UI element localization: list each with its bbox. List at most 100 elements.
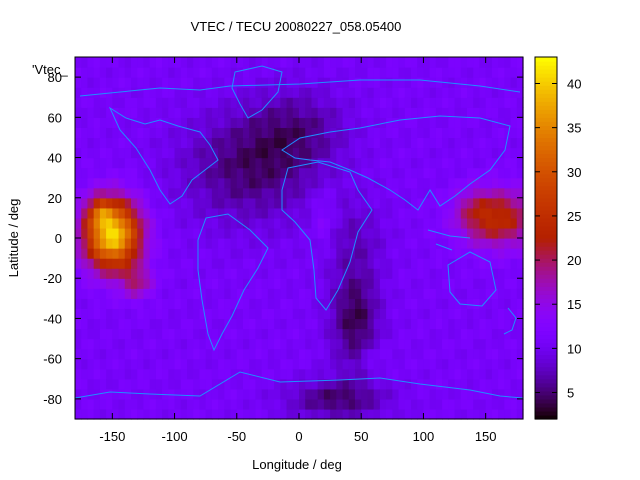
heatmap-cell bbox=[367, 238, 375, 249]
heatmap-cell bbox=[149, 57, 157, 68]
heatmap-cell bbox=[261, 177, 269, 189]
heatmap-cell bbox=[236, 157, 244, 169]
heatmap-cell bbox=[473, 278, 481, 289]
heatmap-cell bbox=[168, 278, 176, 289]
heatmap-cell bbox=[205, 207, 213, 219]
heatmap-cell bbox=[187, 308, 194, 320]
heatmap-cell bbox=[398, 207, 406, 219]
heatmap-cell bbox=[274, 227, 281, 239]
heatmap-cell bbox=[112, 358, 120, 370]
heatmap-cell bbox=[236, 137, 244, 149]
colorbar-segment bbox=[535, 97, 557, 102]
heatmap-cell bbox=[323, 298, 331, 309]
heatmap-cell bbox=[93, 348, 101, 360]
heatmap-cell bbox=[317, 217, 325, 229]
heatmap-cell bbox=[112, 187, 120, 199]
heatmap-cell bbox=[311, 358, 319, 370]
heatmap-cell bbox=[255, 207, 263, 219]
heatmap-cell bbox=[479, 248, 487, 259]
heatmap-cell bbox=[199, 207, 207, 219]
heatmap-cell bbox=[131, 248, 138, 259]
heatmap-cell bbox=[342, 147, 350, 159]
heatmap-cell bbox=[510, 227, 518, 239]
heatmap-cell bbox=[411, 398, 418, 410]
heatmap-cell bbox=[106, 157, 113, 169]
heatmap-cell bbox=[336, 398, 344, 410]
heatmap-cell bbox=[99, 358, 107, 370]
heatmap-cell bbox=[218, 187, 225, 199]
heatmap-cell bbox=[162, 328, 169, 340]
heatmap-cell bbox=[330, 388, 337, 400]
x-axis: -150 -100 -50 0 50 100 150 bbox=[99, 57, 497, 444]
heatmap-cell bbox=[392, 127, 400, 139]
colorbar-segment bbox=[535, 270, 557, 275]
heatmap-cell bbox=[361, 87, 369, 98]
heatmap-cell bbox=[137, 67, 145, 78]
heatmap-cell bbox=[423, 398, 431, 410]
heatmap-cell bbox=[448, 217, 456, 229]
heatmap-cell bbox=[274, 217, 281, 229]
heatmap-cell bbox=[330, 348, 337, 360]
heatmap-cell bbox=[292, 227, 300, 239]
heatmap-cell bbox=[155, 207, 163, 219]
heatmap-cell bbox=[392, 77, 400, 88]
heatmap-cell bbox=[218, 388, 225, 400]
heatmap-cell bbox=[516, 57, 524, 68]
heatmap-cell bbox=[311, 268, 319, 279]
colorbar-segment bbox=[535, 81, 557, 86]
heatmap-cell bbox=[112, 328, 120, 340]
heatmap-cell bbox=[467, 177, 474, 189]
heatmap-cell bbox=[187, 348, 194, 360]
y-tick-label: -20 bbox=[43, 271, 62, 286]
colorbar-segment bbox=[535, 221, 557, 227]
heatmap-cell bbox=[348, 117, 356, 128]
heatmap-cell bbox=[355, 388, 362, 400]
heatmap-cell bbox=[112, 207, 120, 219]
heatmap-cell bbox=[199, 77, 207, 88]
heatmap-cell bbox=[423, 97, 431, 108]
heatmap-cell bbox=[118, 217, 126, 229]
heatmap-cell bbox=[180, 408, 188, 420]
heatmap-cell bbox=[274, 278, 281, 289]
heatmap-cell bbox=[336, 298, 344, 309]
heatmap-cell bbox=[211, 358, 219, 370]
heatmap-cell bbox=[404, 318, 412, 330]
heatmap-cell bbox=[87, 217, 95, 229]
heatmap-cell bbox=[411, 127, 418, 139]
heatmap-cell bbox=[187, 238, 194, 249]
heatmap-cell bbox=[155, 308, 163, 320]
heatmap-cell bbox=[342, 378, 350, 390]
heatmap-cell bbox=[460, 117, 468, 128]
heatmap-cell bbox=[516, 388, 524, 400]
heatmap-cell bbox=[174, 217, 182, 229]
key-label: 'Vtec_ bbox=[32, 62, 68, 77]
heatmap-cell bbox=[106, 107, 113, 118]
heatmap-cell bbox=[193, 77, 201, 88]
heatmap-cell bbox=[205, 238, 213, 249]
heatmap-cell bbox=[386, 217, 393, 229]
heatmap-cell bbox=[435, 338, 443, 350]
heatmap-cell bbox=[498, 338, 505, 350]
heatmap-cell bbox=[348, 107, 356, 118]
heatmap-cell bbox=[504, 167, 512, 179]
heatmap-cell bbox=[398, 318, 406, 330]
heatmap-cell bbox=[124, 207, 132, 219]
heatmap-cell bbox=[243, 298, 250, 309]
heatmap-cell bbox=[243, 197, 250, 209]
heatmap-cell bbox=[330, 147, 337, 159]
heatmap-cell bbox=[292, 288, 300, 299]
heatmap-cell bbox=[361, 77, 369, 88]
heatmap-cell bbox=[280, 388, 288, 400]
heatmap-cell bbox=[317, 197, 325, 209]
heatmap-cell bbox=[516, 338, 524, 350]
heatmap-cell bbox=[305, 217, 313, 229]
heatmap-cell bbox=[392, 137, 400, 149]
heatmap-cell bbox=[87, 77, 95, 88]
heatmap-cell bbox=[467, 248, 474, 259]
heatmap-cell bbox=[137, 177, 145, 189]
heatmap-cell bbox=[355, 197, 362, 209]
heatmap-cell bbox=[473, 258, 481, 269]
heatmap-cell bbox=[361, 248, 369, 259]
heatmap-cell bbox=[311, 177, 319, 189]
heatmap-cell bbox=[99, 408, 107, 420]
